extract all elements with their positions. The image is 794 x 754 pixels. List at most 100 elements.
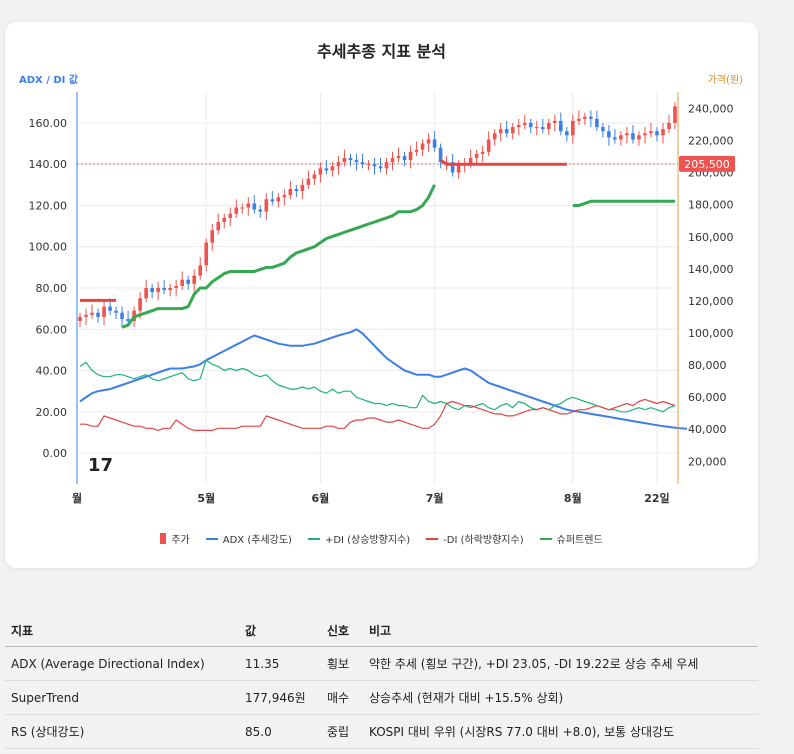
candle-body: [667, 122, 671, 130]
x-tick-label: 6월: [312, 491, 330, 505]
candle-body: [559, 120, 563, 132]
candle-body: [528, 122, 533, 128]
table-row: ADX (Average Directional Index) 11.35 횡보…: [5, 646, 758, 681]
left-tick-label: 40.00: [36, 365, 68, 378]
legend-item-plus-di[interactable]: +DI (상승방향지수): [307, 531, 411, 546]
candle-body: [228, 213, 233, 218]
table-cell: RS (상대강도): [5, 714, 239, 749]
table-cell: 상승추세 (현재가 대비 +15.5% 상회): [363, 680, 758, 715]
right-tick-label: 80,000: [688, 359, 727, 372]
candle-body: [282, 195, 287, 198]
candle-body: [661, 129, 665, 136]
candle-body: [150, 288, 154, 293]
candle-body: [156, 288, 160, 293]
legend-item-supertrend[interactable]: 슈퍼트렌드: [539, 531, 603, 546]
candle-body: [354, 160, 359, 163]
candle-body: [102, 306, 106, 317]
candle-body: [456, 164, 461, 173]
candle-body: [516, 125, 521, 128]
table-cell: ADX (Average Directional Index): [5, 646, 239, 681]
legend-label: +DI (상승방향지수): [324, 535, 411, 546]
candle-body: [522, 122, 527, 126]
candle-body: [324, 168, 329, 171]
table-cell: 횡보: [321, 646, 363, 681]
candle-body: [408, 151, 413, 161]
legend-item-minus-di[interactable]: -DI (하락방향지수): [426, 531, 524, 546]
candle-body: [276, 197, 281, 202]
right-tick-label: 100,000: [688, 327, 734, 340]
candle-body: [655, 131, 659, 136]
legend-item-adx[interactable]: ADX (추세강도): [205, 531, 292, 546]
left-tick-label: 140.00: [29, 158, 68, 171]
legend-swatch: [307, 537, 320, 540]
candle-body: [234, 207, 239, 214]
series-line: [572, 199, 675, 207]
legend-swatch: [426, 537, 439, 540]
candle-body: [625, 133, 629, 136]
legend-swatch: [205, 537, 218, 540]
candle-body: [186, 279, 190, 284]
candle-body: [504, 129, 509, 134]
candle-body: [318, 168, 323, 175]
candle-body: [270, 199, 275, 202]
candle-body: [294, 188, 299, 192]
tradingview-logo: 17: [88, 455, 113, 476]
series-line: [79, 359, 676, 413]
right-tick-label: 20,000: [688, 455, 727, 468]
tradingview-logo-text: 17: [88, 455, 113, 476]
candle-body: [360, 162, 365, 165]
right-tick-label: 40,000: [688, 423, 727, 436]
right-tick-label: 240,000: [688, 103, 734, 116]
last-price-tag: [679, 155, 735, 172]
chart-legend: 주가 ADX (추세강도) +DI (상승방향지수) -DI (하락방향지수) …: [5, 531, 758, 546]
left-tick-label: 0.00: [43, 447, 68, 460]
candle-body: [571, 120, 575, 136]
series-line: [79, 328, 688, 430]
candle-body: [613, 137, 617, 140]
candle-body: [120, 312, 124, 319]
candle-body: [673, 106, 677, 123]
candle-body: [402, 155, 407, 161]
left-tick-label: 80.00: [36, 282, 68, 295]
candle-body: [306, 178, 311, 185]
candle-body: [474, 153, 479, 159]
candle-body: [216, 221, 221, 231]
candle-body: [222, 217, 227, 222]
candle-body: [258, 209, 263, 212]
candle-body: [288, 188, 293, 196]
candle-body: [643, 133, 647, 136]
x-tick-label: 22일: [644, 491, 669, 505]
chart-svg[interactable]: 0.00 20.00 40.00 60.00 80.00 100.00 120.00 140.…: [0, 0, 794, 530]
candle-body: [192, 275, 196, 284]
candle-body: [312, 174, 317, 179]
table-row: RS (상대강도) 85.0 중립 KOSPI 대비 우위 (시장RS 77.0…: [5, 714, 758, 749]
table-header-row: 지표 값 신호 비고: [5, 614, 758, 647]
series-line: [121, 184, 436, 329]
candle-body: [468, 158, 473, 165]
x-tick-label: 8월: [564, 491, 582, 505]
last-price-text: 205,500: [684, 158, 730, 171]
legend-label: -DI (하락방향지수): [443, 535, 524, 546]
chart-card: [5, 22, 758, 568]
table-header: 비고: [363, 614, 758, 647]
left-tick-label: 20.00: [36, 406, 68, 419]
candle-body: [492, 133, 497, 140]
candle-body: [336, 162, 341, 167]
candle-body: [589, 116, 593, 119]
candle-body: [246, 203, 251, 208]
x-tick-label: 5월: [197, 491, 215, 505]
legend-swatch: [160, 533, 167, 544]
axes: 0.00 20.00 40.00 60.00 80.00 100.00 120.00 140.…: [29, 92, 735, 505]
candle-body: [378, 166, 383, 169]
legend-item-price[interactable]: 주가: [160, 531, 190, 546]
candle-body: [162, 288, 166, 291]
candle-body: [144, 288, 148, 299]
candle-body: [420, 143, 425, 150]
candle-body: [78, 316, 82, 322]
right-tick-label: 120,000: [688, 295, 734, 308]
candle-body: [390, 158, 395, 163]
candle-body: [534, 127, 539, 129]
right-tick-label: 140,000: [688, 263, 734, 276]
candle-body: [546, 122, 551, 130]
candle-body: [450, 162, 455, 173]
